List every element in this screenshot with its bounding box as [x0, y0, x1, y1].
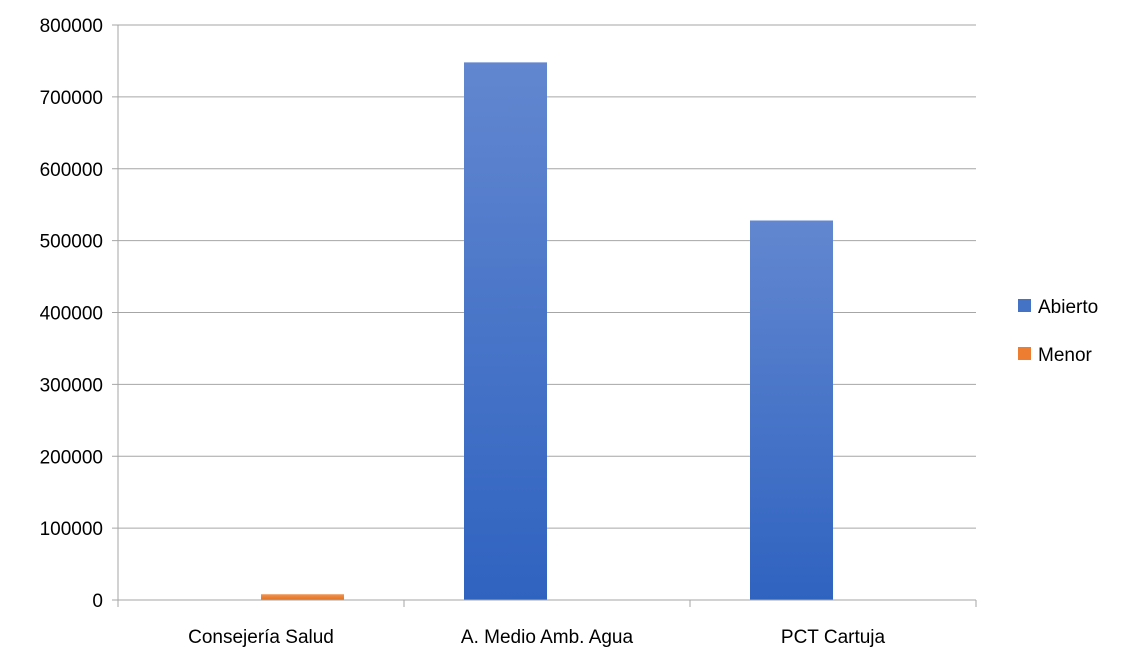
x-category-label: A. Medio Amb. Agua: [461, 627, 634, 648]
y-tick-label: 100000: [40, 519, 103, 540]
legend-label-abierto: Abierto: [1038, 297, 1098, 318]
x-category-label: Consejería Salud: [188, 627, 334, 648]
y-tick-label: 200000: [40, 447, 103, 468]
y-tick-label: 500000: [40, 232, 103, 253]
legend-label-menor: Menor: [1038, 345, 1093, 366]
y-tick-label: 300000: [40, 375, 103, 396]
legend-swatch-abierto: [1018, 299, 1031, 312]
x-axis-category-labels: Consejería Salud A. Medio Amb. Agua PCT Ca…: [188, 627, 885, 648]
y-tick-label: 400000: [40, 304, 103, 325]
legend-swatch-menor: [1018, 347, 1031, 360]
y-tick-label: 600000: [40, 160, 103, 181]
axes: [117, 25, 977, 607]
bars: [261, 62, 833, 600]
y-tick-label: 0: [92, 591, 103, 612]
bar-abierto-3: [750, 220, 833, 600]
y-axis-tick-labels: 0 100000 200000 300000 400000 500000 600000 700…: [40, 16, 103, 612]
bar-abierto-2: [464, 62, 547, 600]
x-category-label: PCT Cartuja: [781, 627, 886, 648]
y-tick-label: 800000: [40, 16, 103, 37]
bar-menor-1: [261, 594, 344, 600]
y-tick-label: 700000: [40, 88, 103, 109]
legend: Abierto Menor: [1018, 297, 1098, 366]
